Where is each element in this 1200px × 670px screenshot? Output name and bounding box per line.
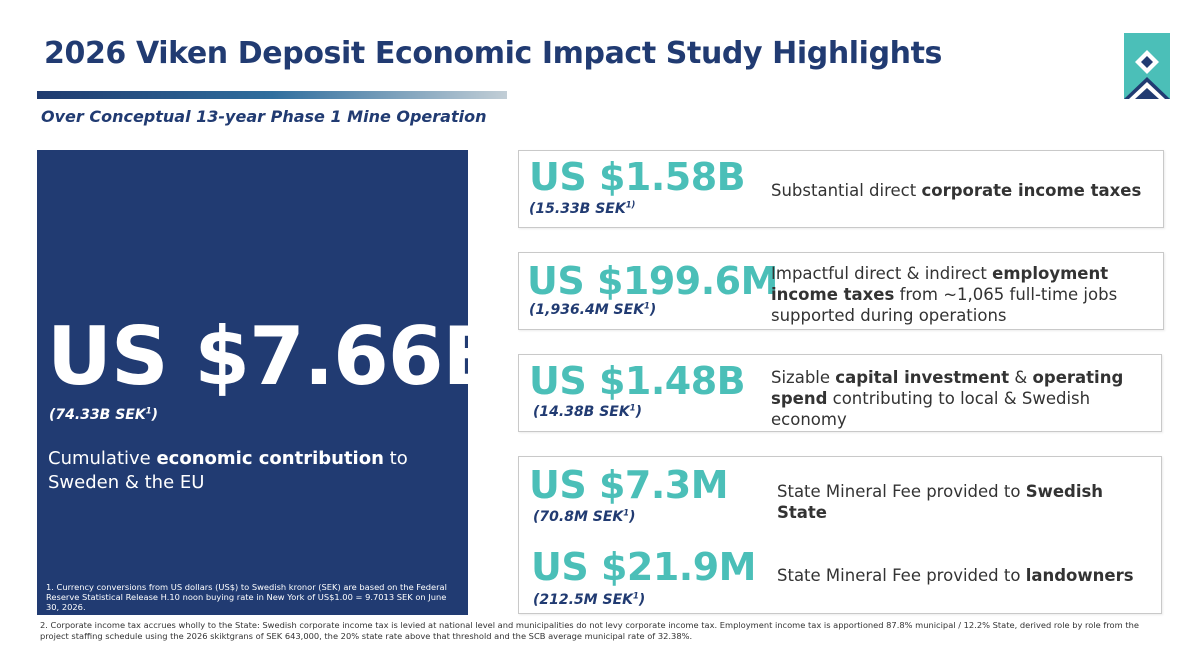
mineral-fee-landowners-description: State Mineral Fee provided to landowners — [777, 566, 1134, 585]
mineral-fee-card: US $7.3M (70.8M SEK1) State Mineral Fee … — [518, 456, 1162, 614]
tax-footnote: 2. Corporate income tax accrues wholly t… — [40, 620, 1139, 641]
page-subtitle: Over Conceptual 13-year Phase 1 Mine Ope… — [41, 107, 487, 126]
mineral-fee-state-description: State Mineral Fee provided to Swedish St… — [777, 482, 1104, 522]
corporate-tax-description: Substantial direct corporate income taxe… — [771, 181, 1142, 200]
investment-description: Sizable capital investment & operating s… — [771, 368, 1124, 429]
employment-tax-sek: (1,936.4M SEK1) — [529, 300, 657, 318]
title-underline — [37, 91, 507, 99]
economic-contribution-panel: US $7.66B (74.33B SEK1) Cumulative econo… — [37, 150, 503, 615]
corporate-tax-sek: (15.33B SEK1) — [529, 199, 636, 217]
corporate-tax-value: US $1.58B — [529, 155, 746, 199]
investment-value: US $1.48B — [529, 359, 746, 403]
mineral-fee-state-value: US $7.3M — [529, 463, 729, 507]
employment-tax-value: US $199.6M — [527, 259, 778, 303]
employment-tax-description: Impactful direct & indirect employment i… — [771, 264, 1118, 325]
investment-card: US $1.48B (14.38B SEK1) Sizable capital … — [518, 354, 1162, 432]
mineral-fee-landowners-sek: (212.5M SEK1) — [533, 590, 646, 608]
page-title: 2026 Viken Deposit Economic Impact Study… — [44, 36, 942, 71]
investment-sek: (14.38B SEK1) — [533, 402, 642, 420]
mineral-fee-landowners-value: US $21.9M — [531, 545, 756, 589]
company-logo-icon — [1124, 33, 1170, 99]
economic-contribution-description: Cumulative economic contribution to Swed… — [48, 448, 408, 493]
economic-contribution-sek: (74.33B SEK1) — [49, 405, 158, 423]
economic-contribution-value: US $7.66B — [47, 310, 503, 403]
corporate-tax-card: US $1.58B (15.33B SEK1) Substantial dire… — [518, 150, 1164, 228]
mineral-fee-state-sek: (70.8M SEK1) — [533, 507, 636, 525]
employment-tax-card: US $199.6M (1,936.4M SEK1) Impactful dir… — [518, 252, 1164, 330]
currency-footnote: 1. Currency conversions from US dollars … — [46, 582, 447, 612]
